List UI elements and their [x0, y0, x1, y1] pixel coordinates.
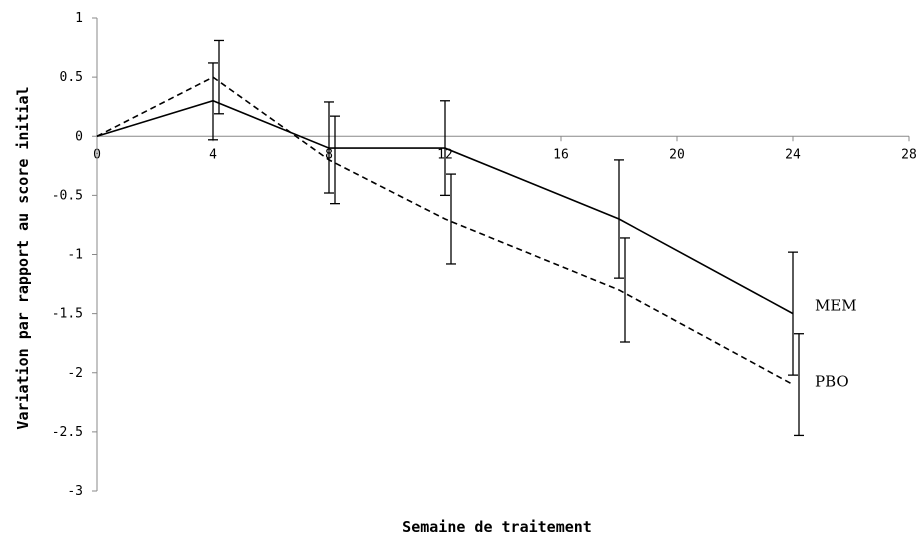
y-tick-label: -1 — [67, 248, 83, 263]
series-line-pbo — [96, 76, 794, 386]
series-label-mem: MEM — [815, 297, 857, 315]
series-line-mem — [96, 99, 794, 315]
series-label-pbo: PBO — [815, 373, 849, 391]
y-axis-title: Variation par rapport au score initial — [14, 86, 32, 429]
x-tick-label: 16 — [553, 147, 569, 162]
x-tick-label: 28 — [901, 147, 917, 162]
series-labels: MEM PBO — [815, 297, 857, 391]
y-tick-label: -1.5 — [52, 307, 83, 322]
y-tick-label: 0 — [75, 129, 83, 144]
x-tick-label: 20 — [669, 147, 685, 162]
y-tick-label: -2.5 — [52, 425, 83, 440]
y-tick-label: 1 — [75, 11, 83, 26]
series-group — [96, 76, 794, 386]
x-axis-title: Semaine de traitement — [402, 518, 592, 536]
x-tick-label: 24 — [785, 147, 801, 162]
y-tick-label: 0.5 — [60, 70, 83, 85]
y-axis: 1 0.5 0 -0.5 -1 -1.5 -2 -2.5 -3 — [52, 11, 98, 499]
y-tick-label: -2 — [67, 366, 83, 381]
y-tick-label: -0.5 — [52, 188, 83, 203]
y-tick-label: -3 — [67, 484, 83, 499]
errorbar-group — [208, 39, 804, 437]
x-tick-label: 4 — [209, 147, 217, 162]
